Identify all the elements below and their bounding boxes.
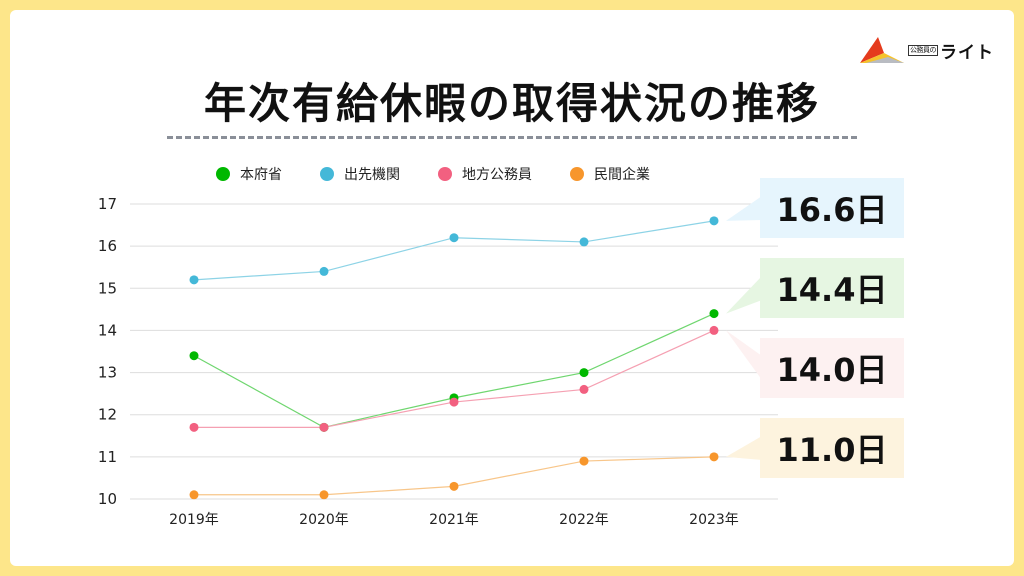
callout-text: 14.0日 — [776, 351, 888, 389]
legend-marker — [216, 167, 230, 181]
data-point — [579, 456, 589, 466]
value-callout: 16.6日 — [760, 178, 904, 238]
data-point — [189, 490, 199, 500]
callout-pointer — [726, 196, 762, 221]
data-point — [189, 422, 199, 432]
page-title: 年次有給休暇の取得状況の推移 — [203, 79, 820, 128]
data-point — [709, 309, 719, 319]
callout-text: 11.0日 — [776, 431, 888, 469]
series-line — [194, 329, 715, 428]
data-point — [449, 233, 459, 243]
y-tick-label: 12 — [98, 406, 117, 424]
x-tick-label: 2021年 — [429, 512, 479, 528]
legend-item: 出先機関 — [320, 164, 400, 184]
legend-item: 地方公務員 — [438, 164, 532, 184]
y-tick-label: 17 — [98, 195, 117, 213]
y-tick-label: 15 — [98, 279, 117, 297]
legend-marker — [438, 167, 452, 181]
data-point — [579, 237, 589, 247]
series-line — [193, 220, 715, 281]
data-point — [579, 368, 589, 378]
title-divider — [167, 136, 857, 139]
legend-item: 本府省 — [216, 164, 282, 184]
data-point — [449, 481, 459, 491]
data-point — [189, 275, 199, 285]
y-tick-label: 16 — [98, 237, 117, 255]
logo-mark-icon — [860, 37, 904, 63]
data-point — [319, 490, 329, 500]
legend-marker — [320, 167, 334, 181]
value-callout: 14.0日 — [760, 338, 904, 398]
x-tick-label: 2023年 — [689, 512, 739, 528]
callout-text: 16.6日 — [776, 191, 888, 229]
legend-label: 民間企業 — [594, 167, 650, 183]
callout-pointer — [726, 330, 762, 380]
legend-label: 出先機関 — [344, 167, 400, 183]
data-point — [449, 397, 459, 407]
data-point — [709, 325, 719, 335]
data-point — [579, 384, 589, 394]
brand-logo: 公務員の ライト — [858, 34, 998, 66]
logo-subtext: 公務員の — [908, 44, 938, 56]
callout-text: 14.4日 — [776, 271, 888, 309]
logo-text: ライト — [940, 42, 994, 63]
y-tick-label: 14 — [98, 321, 117, 339]
legend-item: 民間企業 — [570, 164, 650, 184]
legend-marker — [570, 167, 584, 181]
callout-pointer — [726, 276, 762, 314]
data-point — [709, 452, 719, 462]
data-point — [709, 216, 719, 226]
y-tick-label: 10 — [98, 490, 117, 508]
value-callout: 14.4日 — [760, 258, 904, 318]
legend-label: 本府省 — [240, 167, 282, 183]
x-tick-label: 2019年 — [169, 512, 219, 528]
value-callout: 11.0日 — [760, 418, 904, 478]
data-point — [319, 266, 329, 276]
data-point — [189, 351, 199, 361]
x-tick-label: 2020年 — [299, 512, 349, 528]
chart-legend: 本府省 出先機関 地方公務員 民間企業 — [216, 164, 688, 184]
y-tick-label: 13 — [98, 364, 117, 382]
data-point — [319, 422, 329, 432]
legend-label: 地方公務員 — [462, 167, 532, 183]
x-tick-label: 2022年 — [559, 512, 609, 528]
callout-pointer — [726, 436, 762, 460]
y-tick-label: 11 — [98, 448, 117, 466]
